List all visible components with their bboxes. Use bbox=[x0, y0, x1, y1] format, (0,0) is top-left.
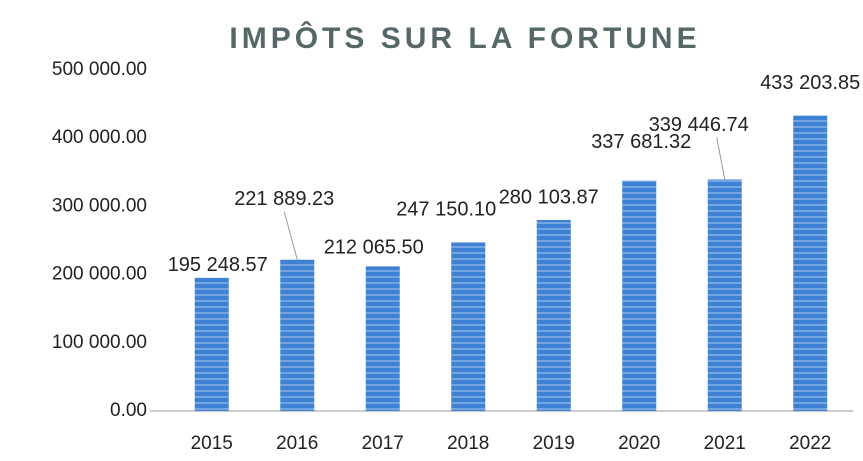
data-label: 339 446.74 bbox=[649, 114, 749, 136]
chart-title: IMPÔTS SUR LA FORTUNE bbox=[229, 21, 700, 55]
data-label: 212 065.50 bbox=[324, 237, 424, 259]
data-label: 247 150.10 bbox=[396, 199, 496, 221]
y-tick-label: 500 000.00 bbox=[52, 59, 147, 80]
data-label: 433 203.85 bbox=[760, 72, 860, 94]
x-tick-label: 2015 bbox=[191, 433, 233, 454]
bar-texture bbox=[707, 179, 742, 411]
bar-texture bbox=[793, 115, 828, 411]
leader-line bbox=[716, 137, 726, 180]
bar-texture bbox=[622, 180, 657, 411]
x-tick-label: 2019 bbox=[533, 433, 575, 454]
x-tick-label: 2016 bbox=[276, 433, 318, 454]
data-label: 280 103.87 bbox=[499, 186, 599, 208]
bar-texture bbox=[280, 259, 315, 411]
y-tick-label: 300 000.00 bbox=[52, 195, 147, 216]
bar-texture bbox=[451, 242, 486, 411]
y-tick-label: 400 000.00 bbox=[52, 127, 147, 148]
x-tick-label: 2020 bbox=[618, 433, 660, 454]
bar-texture bbox=[536, 219, 571, 411]
y-tick-label: 200 000.00 bbox=[52, 264, 147, 285]
y-tick-label: 100 000.00 bbox=[52, 332, 147, 353]
leader-line bbox=[283, 211, 298, 260]
bar-texture bbox=[194, 277, 229, 411]
x-tick-label: 2017 bbox=[362, 433, 404, 454]
data-label: 195 248.57 bbox=[168, 254, 268, 276]
x-tick-label: 2021 bbox=[704, 433, 746, 454]
data-label: 221 889.23 bbox=[234, 188, 334, 210]
x-tick-label: 2018 bbox=[447, 433, 489, 454]
x-tick-label: 2022 bbox=[789, 433, 831, 454]
bar-texture bbox=[365, 266, 400, 411]
data-label: 337 681.32 bbox=[591, 131, 691, 153]
y-tick-label: 0.00 bbox=[110, 400, 147, 421]
